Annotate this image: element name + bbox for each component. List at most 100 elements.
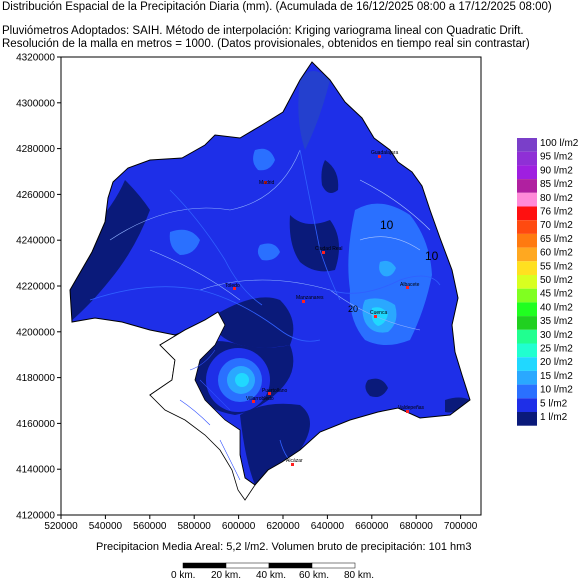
contour-lines-east [359,179,431,251]
contour-label-10-b: 10 [425,249,439,263]
city-label-cuenca: Cuenca [370,310,387,316]
legend-label: 5 l/m2 [540,398,568,409]
legend-label: 95 l/m2 [540,152,573,163]
legend-swatch [517,179,537,193]
legend-label: 45 l/m2 [540,289,573,300]
scale-label-20: 20 km. [211,570,241,580]
y-tick-label: 4280000 [16,144,55,155]
city-label-madrid: Madrid [259,180,275,186]
legend-label: 90 l/m2 [540,165,573,176]
contour-label-10-a: 10 [380,218,394,232]
y-tick-label: 4160000 [16,419,55,430]
legend-swatch [517,329,537,344]
legend-swatch [517,192,537,207]
x-tick-label: 560000 [133,521,167,532]
x-tick-label: 600000 [222,521,256,532]
scale-label-80: 80 km. [344,570,374,580]
city-label-guadalajara: Guadalajara [371,150,398,156]
legend: 100 l/m2 95 l/m2 90 l/m2 85 l/m2 80 l/m2 76 l… [517,138,579,426]
legend-swatch [517,370,537,385]
legend-swatch [517,384,537,399]
zone-low-center [210,297,294,348]
city-marker-alcazar [291,463,294,466]
zone-15-east-north [379,260,396,277]
scale-label-60: 60 km. [299,570,329,580]
y-tick-label: 4320000 [16,53,55,64]
zone-north [298,71,330,150]
legend-swatch [517,288,537,303]
city-marker-villarrobledo [252,400,255,403]
city-marker-manzanares [302,300,305,303]
x-tick-label: 520000 [44,521,78,532]
scale-segment-3 [268,562,313,569]
x-tick-label: 640000 [311,521,345,532]
city-marker-albacete [406,286,409,289]
areal-precipitation-summary: Precipitacion Media Areal: 5,2 l/m2. Vol… [96,541,472,553]
map-title: Distribución Espacial de la Precipitació… [2,1,552,13]
legend-swatch [517,206,537,221]
legend-label: 50 l/m2 [540,275,573,286]
legend-swatch [517,343,537,358]
legend-label: 70 l/m2 [540,220,573,231]
x-axis: 520000 540000 560000 580000 600000 620000 6400… [44,515,478,532]
city-label-ciudad-real: Ciudad Real [315,246,343,252]
y-axis: 4320000 4300000 4280000 4260000 4240000 42200… [16,53,61,522]
legend-swatch [517,220,537,234]
legend-swatch [517,261,537,275]
legend-swatch [517,165,537,180]
legend-swatch [517,151,537,166]
scale-segment-4 [311,562,356,569]
rivers [89,149,441,471]
legend-label: 10 l/m2 [540,385,573,396]
interpolation-method: Pluviómetros Adoptados: SAIH. Método de … [2,25,524,37]
city-label-manzanares: Manzanares [296,295,324,301]
contour-label-20: 20 [348,304,358,314]
zone-10-northwest [253,148,275,171]
scale-segment-2 [225,562,270,569]
city-marker-toledo [233,287,236,290]
y-tick-label: 4180000 [16,373,55,384]
x-tick-label: 540000 [89,521,123,532]
x-tick-label: 700000 [444,521,478,532]
legend-label: 1 l/m2 [540,412,568,423]
scale-segment-1 [182,562,227,569]
city-label-puertollano: Puertollano [262,388,288,394]
city-marker-guadalajara [378,155,381,158]
legend-swatch [517,302,537,317]
legend-label: 76 l/m2 [540,207,573,218]
legend-label: 25 l/m2 [540,344,573,355]
y-tick-label: 4120000 [16,511,55,522]
legend-swatch [517,357,537,371]
y-tick-label: 4140000 [16,465,55,476]
x-tick-label: 620000 [266,521,300,532]
legend-label: 40 l/m2 [540,302,573,313]
city-label-toledo: Toledo [225,283,240,289]
legend-label: 20 l/m2 [540,357,573,368]
scale-bar: 0 km. 20 km. 40 km. 60 km. 80 km. [171,562,374,580]
precipitation-zones [70,71,470,485]
legend-label: 100 l/m2 [540,138,579,149]
zone-low-spot [321,160,339,194]
city-marker-ciudad-real [322,251,325,254]
legend-swatch [517,412,537,426]
city-marker-puertollano [268,392,271,395]
x-tick-label: 580000 [178,521,212,532]
legend-swatch [517,398,537,412]
zone-low-south [240,403,310,485]
legend-label: 35 l/m2 [540,316,573,327]
zone-10-west [169,229,200,255]
y-tick-label: 4300000 [16,98,55,109]
y-tick-label: 4240000 [16,236,55,247]
legend-swatch [517,138,537,152]
legend-label: 15 l/m2 [540,371,573,382]
contour-lines [109,149,421,331]
y-tick-label: 4220000 [16,282,55,293]
city-markers: Madrid Guadalajara Cuenca Toledo Albacet… [225,150,425,466]
zone-low-spot-se [365,378,388,397]
city-label-villarrobledo: Villarrobledo [246,396,274,402]
no-data-rivers [179,349,241,481]
y-tick-label: 4200000 [16,327,55,338]
legend-swatch [517,316,537,330]
x-tick-label: 680000 [400,521,434,532]
city-marker-cuenca [374,315,377,318]
